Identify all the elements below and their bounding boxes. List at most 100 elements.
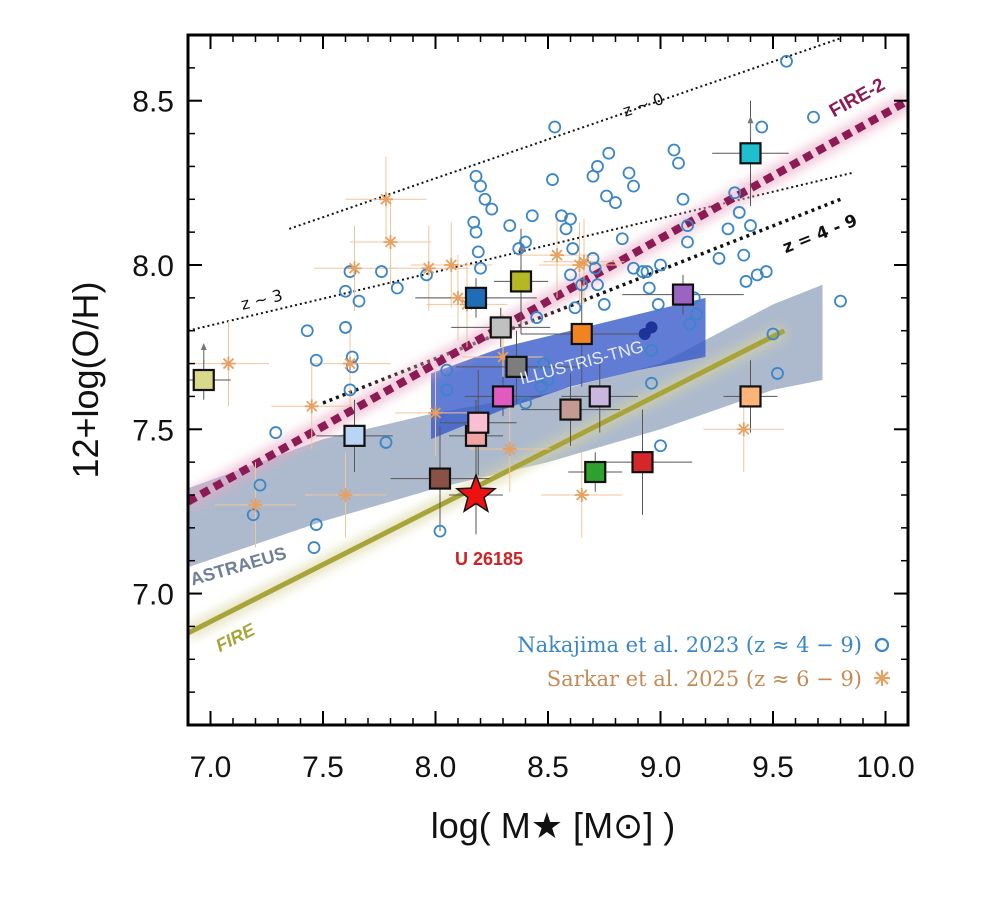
y-tick-label: 7.5 <box>132 414 174 447</box>
nakajima-point <box>728 186 742 200</box>
nakajima-point <box>541 373 555 387</box>
nakajima-point <box>343 383 357 397</box>
y-tick-label: 8.0 <box>132 250 174 283</box>
source-square <box>343 424 366 447</box>
nakajima-point <box>739 275 753 288</box>
sarkar-point <box>421 261 436 276</box>
source-square <box>584 460 607 484</box>
nakajima-point <box>622 166 636 180</box>
sarkar-point <box>343 356 357 371</box>
nakajima-point <box>609 196 622 209</box>
nakajima-point <box>471 245 485 259</box>
source-square <box>467 411 490 434</box>
relation-fire2 <box>188 97 908 506</box>
sarkar-point <box>550 248 564 263</box>
sarkar-point <box>221 356 236 371</box>
nakajima-point <box>591 278 604 292</box>
source-square <box>509 270 533 293</box>
nakajima-point <box>807 110 820 124</box>
x-tick-label: 8.5 <box>527 751 569 784</box>
nakajima-point <box>269 426 283 439</box>
nakajima-point <box>339 284 352 298</box>
source-square <box>192 368 215 392</box>
source-square <box>489 316 512 339</box>
legend: Nakajima et al. 2023 (z ≈ 4 − 9) Sarkar … <box>517 633 890 691</box>
x-axis-title: log( M★ [M⊙] ) <box>431 805 675 846</box>
sarkar-point-stroke <box>578 256 590 268</box>
source-square <box>671 283 695 306</box>
nakajima-point <box>309 518 323 531</box>
nakajima-point <box>485 202 499 216</box>
nakajima-point <box>771 367 784 380</box>
sarkar-point-stroke <box>738 423 750 435</box>
sarkar-point <box>451 290 465 305</box>
source-square <box>505 355 528 378</box>
nakajima-point <box>645 376 658 390</box>
sarkar-point <box>502 442 517 456</box>
x-tick-label: 10.0 <box>856 751 914 784</box>
y-tick-label: 7.0 <box>132 579 174 612</box>
sarkar-point <box>574 488 589 502</box>
nakajima-point <box>519 396 532 410</box>
nakajima-point <box>307 541 321 554</box>
legend-label-sarkar: Sarkar et al. 2025 (z ≈ 6 − 9) <box>547 667 862 691</box>
nakajima-point <box>440 383 454 397</box>
sarkar-point-stroke <box>344 357 356 370</box>
u26185-star <box>454 472 498 513</box>
source-square <box>631 451 654 474</box>
nakajima-point <box>440 363 454 377</box>
source-square <box>739 385 762 408</box>
sarkar-point-stroke <box>429 407 442 419</box>
nakajima-point <box>568 301 582 315</box>
x-tick-label: 9.5 <box>752 751 794 784</box>
source-square <box>739 142 762 165</box>
nakajima-point <box>834 294 847 308</box>
sarkar-point <box>577 254 591 269</box>
x-tick-label: 9.0 <box>640 751 682 784</box>
nakajima-point <box>672 156 685 170</box>
nakajima-point <box>478 192 492 206</box>
sarkar-point-stroke <box>339 489 352 501</box>
nakajima-point <box>575 278 589 292</box>
nakajima-point <box>588 261 602 275</box>
sarkar-point-stroke <box>497 351 509 363</box>
label-z0: z ~ 0 <box>620 89 666 121</box>
nakajima-point <box>253 478 267 492</box>
nakajima-point <box>433 524 447 538</box>
nakajima-point <box>546 173 559 186</box>
relation-z-0 <box>288 37 841 230</box>
nakajima-point <box>645 344 658 357</box>
nakajima-point <box>309 353 323 367</box>
nakajima-point <box>636 265 649 278</box>
nakajima-point <box>564 212 577 226</box>
x-tick-label: 7.0 <box>190 751 232 784</box>
legend-label-nakajima: Nakajima et al. 2023 (z ≈ 4 − 9) <box>517 633 862 657</box>
sarkar-point <box>248 497 263 512</box>
x-tick-label: 8.0 <box>415 751 457 784</box>
nakajima-point <box>681 219 694 232</box>
sarkar-point-stroke <box>380 193 392 205</box>
nakajima-point <box>597 298 611 311</box>
y-axis-title: 12+log(O/H) <box>65 281 106 478</box>
sarkar-point-stroke <box>249 499 262 511</box>
nakajima-point <box>642 281 656 295</box>
nakajima-point <box>732 206 746 219</box>
source-square <box>428 467 452 490</box>
relation-z-3 <box>188 172 852 332</box>
label-z3: z ~ 3 <box>239 286 284 314</box>
nakajima-point <box>246 508 260 522</box>
nakajima-point <box>390 281 404 295</box>
nakajima-point <box>530 311 544 324</box>
y-tick-label: 8.5 <box>132 86 174 119</box>
nakajima-point <box>339 321 352 334</box>
sarkar-point-stroke <box>384 236 397 248</box>
sarkar-point-stroke <box>504 443 516 455</box>
nakajima-point <box>615 232 629 246</box>
nakajima-point <box>759 265 773 278</box>
nakajima-point <box>300 324 314 338</box>
nakajima-point <box>469 169 483 183</box>
nakajima-point <box>651 298 665 311</box>
relation-lines <box>188 37 908 641</box>
sarkar-point-stroke <box>445 259 457 271</box>
nakajima-point <box>503 219 517 232</box>
